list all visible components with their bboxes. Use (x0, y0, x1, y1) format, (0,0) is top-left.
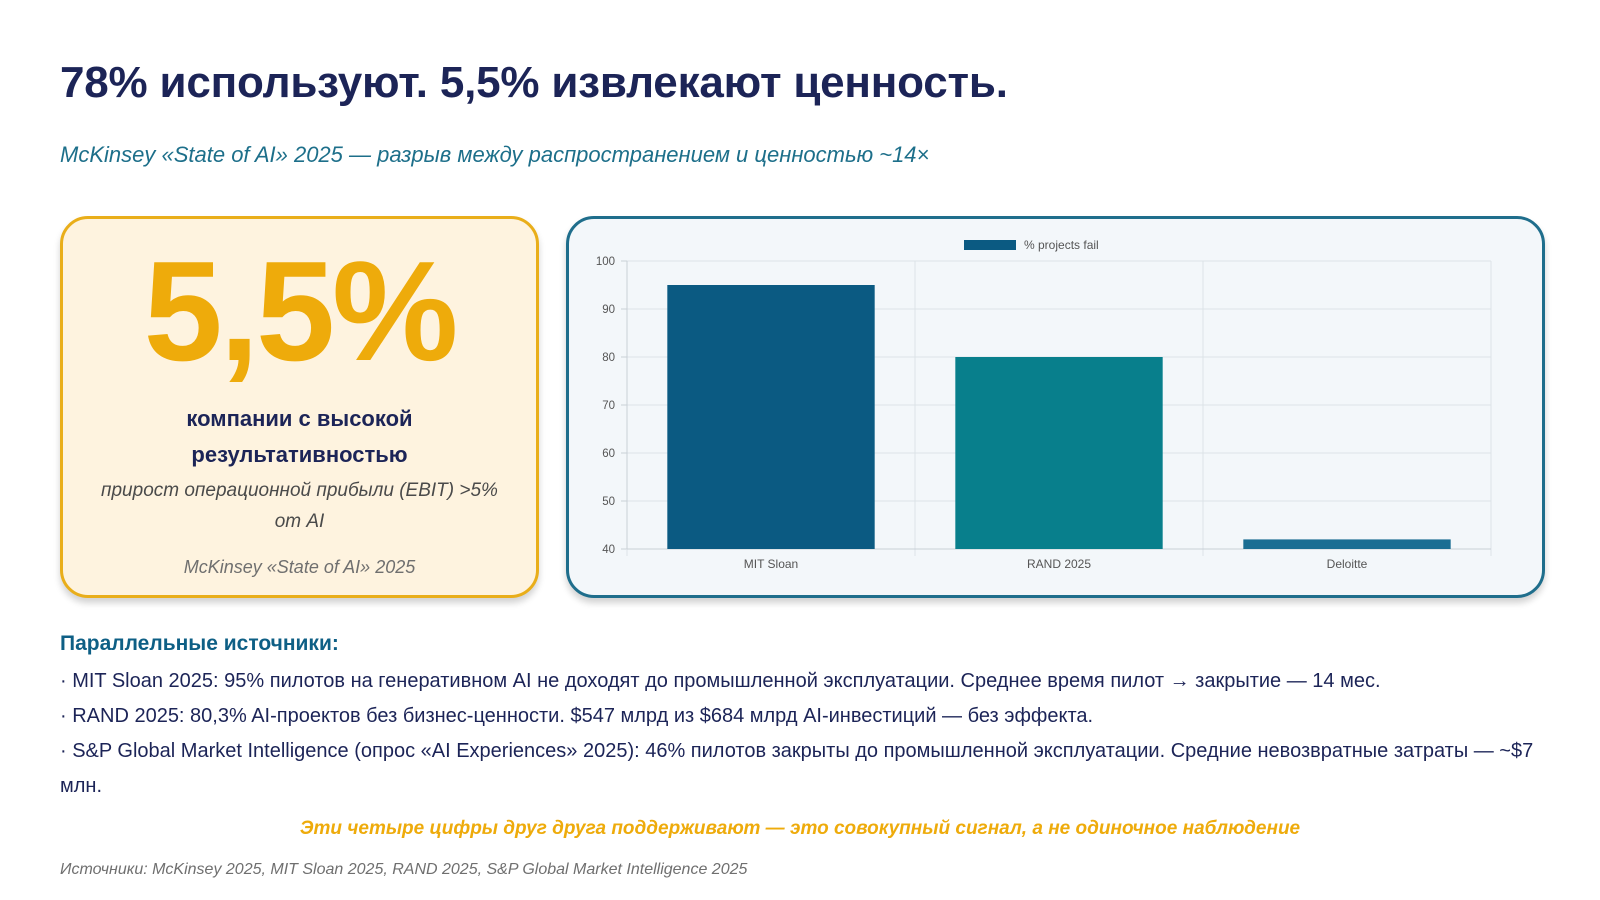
stat-source: McKinsey «State of AI» 2025 (183, 557, 416, 577)
x-tick-label: MIT Sloan (744, 557, 798, 571)
x-tick-label: RAND 2025 (1027, 557, 1091, 571)
source-item-sp-global: · S&P Global Market Intelligence (опрос … (60, 740, 1534, 797)
y-tick-label: 40 (602, 544, 615, 556)
source-item-rand: · RAND 2025: 80,3% AI-проектов без бизне… (60, 705, 1094, 727)
legend-label: % projects fail (1024, 238, 1099, 252)
callout-text: Эти четыре цифры друг друга поддерживают… (299, 818, 1301, 839)
bar-chart: 40 50 60 70 80 90 100 MIT Sloan RAND 2025 Deloitt… (596, 238, 1492, 571)
y-tick-label: 70 (602, 400, 615, 412)
source-list: · MIT Sloan 2025: 95% пилотов на генерат… (60, 664, 1540, 804)
y-tick-label: 90 (602, 304, 615, 316)
slide-title: 78% используют. 5,5% извлекают ценность. (60, 58, 1008, 107)
chart-card: 40 50 60 70 80 90 100 MIT Sloan RAND 2025 Deloitt… (566, 216, 1545, 598)
y-tick-label: 80 (602, 352, 615, 364)
sources-heading: Параллельные источники: (60, 632, 339, 655)
bar-deloitte (1243, 539, 1451, 549)
legend-swatch (964, 240, 1016, 250)
y-tick-label: 60 (602, 448, 615, 460)
bar-rand-2025 (955, 357, 1163, 549)
slide-subtitle: McKinsey «State of AI» 2025 — разрыв меж… (60, 142, 930, 167)
y-tick-label: 100 (596, 256, 615, 268)
y-tick-label: 50 (602, 496, 615, 508)
source-item-mit-sloan: · MIT Sloan 2025: 95% пилотов на генерат… (60, 670, 1381, 692)
stat-label: компании с высокой результативностью (186, 406, 413, 467)
x-tick-label: Deloitte (1327, 557, 1368, 571)
bar-mit-sloan (667, 285, 875, 549)
stat-description: прирост операционной прибыли (EBIT) >5% … (101, 480, 498, 532)
stat-value: 5,5% (143, 232, 459, 391)
highlight-stat-card: 5,5% компании с высокой результативность… (60, 216, 539, 598)
sources-footnote: Источники: McKinsey 2025, MIT Sloan 2025… (60, 861, 748, 878)
